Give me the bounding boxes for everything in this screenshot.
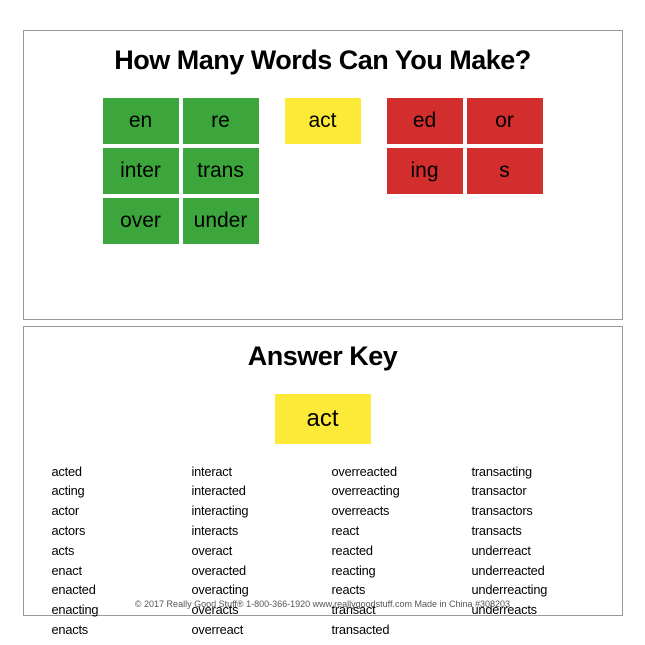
answer-word: acting <box>52 481 174 501</box>
answer-word: enacts <box>52 620 174 640</box>
suffix-tile: ed <box>387 98 463 144</box>
prefix-tile: inter <box>103 148 179 194</box>
answer-word: transacting <box>472 462 594 482</box>
answer-word: transacts <box>472 521 594 541</box>
prefix-tile: trans <box>183 148 259 194</box>
prefix-col: enre intertrans overunder <box>103 98 259 244</box>
prefix-tile: en <box>103 98 179 144</box>
answer-word: reacted <box>332 541 454 561</box>
answer-word: interact <box>192 462 314 482</box>
root-col: act <box>285 98 361 244</box>
root-key-tile: act <box>275 394 371 444</box>
answer-word: react <box>332 521 454 541</box>
answer-word: overreact <box>192 620 314 640</box>
answer-word: overreacts <box>332 501 454 521</box>
tile-area: enre intertrans overunder act edor ings <box>42 98 604 244</box>
answer-word: overacted <box>192 561 314 581</box>
answer-word: overact <box>192 541 314 561</box>
answer-word: enact <box>52 561 174 581</box>
answer-word: transactors <box>472 501 594 521</box>
top-title: How Many Words Can You Make? <box>42 45 604 76</box>
answer-columns: actedactingactoractorsactsenactenacted en… <box>42 462 604 640</box>
root-tile: act <box>285 98 361 144</box>
answer-word: underreacted <box>472 561 594 581</box>
answer-word: actors <box>52 521 174 541</box>
answer-word: enacted <box>52 580 174 600</box>
answer-word: acted <box>52 462 174 482</box>
answer-col-2: interactinteractedinteractinginteractsov… <box>192 462 314 640</box>
top-card: How Many Words Can You Make? enre intert… <box>23 30 623 320</box>
answer-word: underreact <box>472 541 594 561</box>
answer-word: overreacted <box>332 462 454 482</box>
answer-col-3: overreactedoverreactingoverreactsreactre… <box>332 462 454 640</box>
answer-col-1: actedactingactoractorsactsenactenacted en… <box>52 462 174 640</box>
bottom-title: Answer Key <box>42 341 604 372</box>
answer-word: interacting <box>192 501 314 521</box>
suffix-tile: ing <box>387 148 463 194</box>
answer-word: transacted <box>332 620 454 640</box>
copyright-footer: © 2017 Really Good Stuff® 1-800-366-1920… <box>24 599 622 609</box>
answer-word: overacting <box>192 580 314 600</box>
answer-word: reacting <box>332 561 454 581</box>
answer-word: reacts <box>332 580 454 600</box>
bottom-card: Answer Key act actedactingactoractorsact… <box>23 326 623 616</box>
answer-col-4: transactingtransactortransactorstransact… <box>472 462 594 640</box>
answer-word: transactor <box>472 481 594 501</box>
suffix-col: edor ings <box>387 98 543 244</box>
answer-word: interacted <box>192 481 314 501</box>
answer-word: underreacting <box>472 580 594 600</box>
suffix-tile: s <box>467 148 543 194</box>
prefix-tile: over <box>103 198 179 244</box>
prefix-tile: re <box>183 98 259 144</box>
answer-word: interacts <box>192 521 314 541</box>
answer-word: overreacting <box>332 481 454 501</box>
prefix-tile: under <box>183 198 259 244</box>
answer-word: acts <box>52 541 174 561</box>
suffix-tile: or <box>467 98 543 144</box>
answer-word: actor <box>52 501 174 521</box>
